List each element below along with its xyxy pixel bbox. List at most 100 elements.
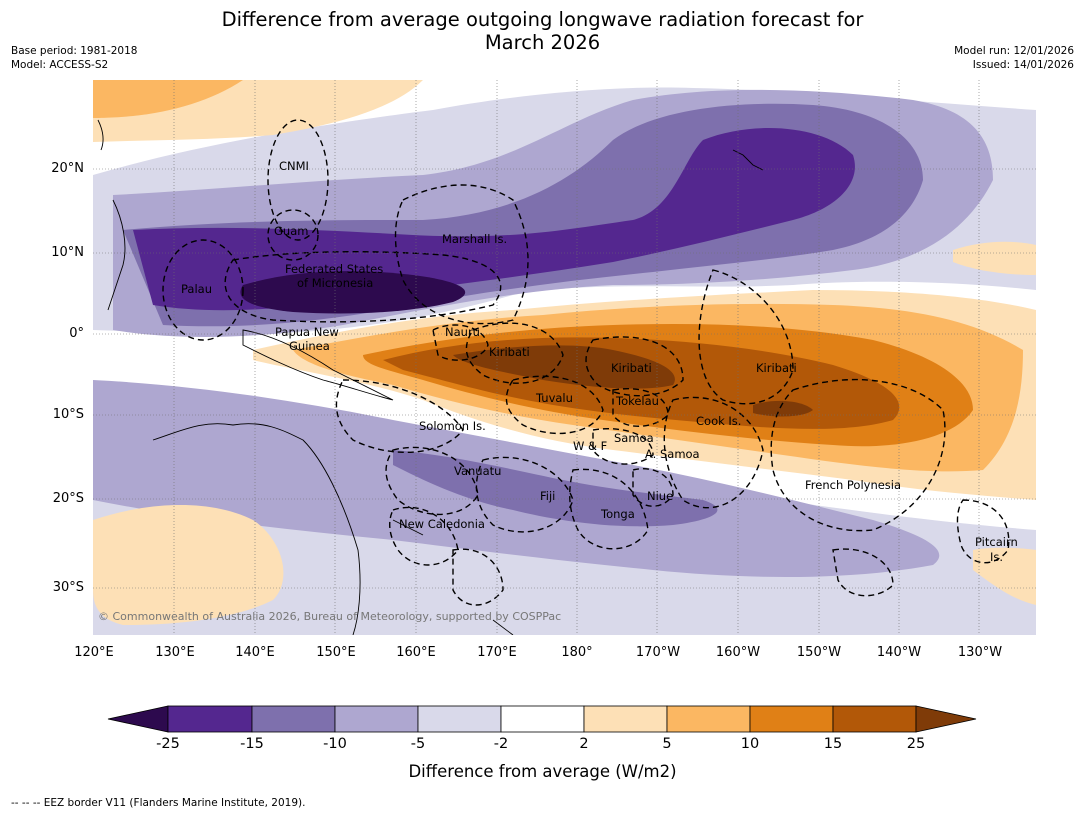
model-run: Model run: 12/01/2026 <box>954 45 1074 57</box>
landmass-outlines <box>97 119 764 635</box>
cb-neg10-neg5 <box>334 705 419 733</box>
issued-date: Issued: 14/01/2026 <box>972 59 1074 71</box>
cb-tick-25: 25 <box>906 736 926 752</box>
philippines-coast <box>107 199 126 311</box>
label-kiribati-west: Kiribati <box>489 345 530 359</box>
map-title: Difference from average outgoing longwav… <box>0 8 1085 54</box>
label-pitcairn-1: Pitcairn <box>975 535 1018 549</box>
label-pitcairn-2: Is. <box>990 550 1003 564</box>
cb-neg25-neg15 <box>167 705 253 733</box>
label-fsm-2: of Micronesia <box>297 276 373 290</box>
lon-label-160w: 160°W <box>715 645 761 660</box>
label-new-caledonia: New Caledonia <box>399 517 485 531</box>
lon-label-150w: 150°W <box>796 645 842 660</box>
cb-2-5 <box>583 705 668 733</box>
contour-neg15-south <box>393 450 718 527</box>
base-period: Base period: 1981-2018 <box>11 45 138 57</box>
label-tokelau: Tokelau <box>615 394 659 408</box>
eez-footnote: -- -- -- EEZ border V11 (Flanders Marine… <box>11 797 306 809</box>
eez-kiribati-east <box>698 269 794 405</box>
taiwan-coast <box>97 119 104 151</box>
eez-guam <box>267 209 319 261</box>
lat-label-20n: 20°N <box>51 161 84 176</box>
label-french-polynesia: French Polynesia <box>805 478 901 492</box>
eez-tuvalu <box>505 375 604 435</box>
label-tuvalu: Tuvalu <box>535 391 573 405</box>
lon-label-160e: 160°E <box>396 645 436 660</box>
cb-tick-neg25: -25 <box>156 736 180 752</box>
eez-vanuatu <box>385 446 479 516</box>
eez-nz-north <box>452 548 504 606</box>
colorbar <box>107 705 977 733</box>
eez-new-caledonia <box>389 506 459 566</box>
label-png-1: Papua New <box>275 325 339 339</box>
eez-samoa <box>592 428 654 465</box>
cb-tick-neg5: -5 <box>410 736 426 752</box>
lon-label-170e: 170°E <box>477 645 517 660</box>
cb-tick-10: 10 <box>740 736 760 752</box>
contour-p2-sw <box>93 505 284 625</box>
lon-label-130w: 130°W <box>957 645 1003 660</box>
contour-gt25 <box>453 345 675 389</box>
cb-neg15-neg10 <box>251 705 336 733</box>
contour-lt-neg25 <box>240 271 466 314</box>
colorbar-label: Difference from average (W/m2) <box>408 762 677 781</box>
eez-borders <box>162 119 1010 606</box>
lon-label-140e: 140°E <box>235 645 275 660</box>
label-kiribati-central: Kiribati <box>611 361 652 375</box>
cb-tick-neg2: -2 <box>493 736 509 752</box>
lon-label-140w: 140°W <box>876 645 922 660</box>
label-tonga: Tonga <box>600 507 635 521</box>
australia-coast <box>152 423 361 635</box>
eez-french-polynesia <box>770 378 946 532</box>
new-caledonia-coast <box>392 519 424 536</box>
label-palau: Palau <box>181 282 212 296</box>
label-png-2: Guinea <box>289 339 330 353</box>
eez-nauru <box>432 324 489 361</box>
eez-cook <box>663 396 764 509</box>
lon-label-130e: 130°E <box>155 645 195 660</box>
label-vanuatu: Vanuatu <box>454 464 501 478</box>
label-solomon: Solomon Is. <box>419 419 486 433</box>
cb-gt25 <box>915 705 977 733</box>
png-coast <box>242 329 394 401</box>
title-line-2: March 2026 <box>484 31 601 54</box>
eez-pitcairn <box>956 499 1010 564</box>
lon-label-150e: 150°E <box>316 645 356 660</box>
cb-lt-neg25 <box>107 705 169 733</box>
contour-p2-east <box>953 241 1036 275</box>
gridlines <box>93 80 1036 635</box>
lat-label-20s: 20°S <box>52 491 84 506</box>
eez-tonga <box>569 468 649 550</box>
cb-15-25 <box>832 705 917 733</box>
eez-marshall <box>394 184 529 325</box>
lon-label-170w: 170°W <box>635 645 681 660</box>
lon-label-120e: 120°E <box>74 645 114 660</box>
meta-right: Model run: 12/01/2026 Issued: 14/01/2026 <box>954 44 1074 72</box>
eez-kiribati-west <box>465 322 564 384</box>
label-cnmi: CNMI <box>279 159 309 173</box>
label-fiji: Fiji <box>540 489 555 503</box>
label-fsm-1: Federated States <box>285 262 383 276</box>
lat-label-10n: 10°N <box>51 245 84 260</box>
label-guam: Guam <box>274 224 308 238</box>
cb-tick-5: 5 <box>662 736 672 752</box>
lat-label-10s: 10°S <box>52 407 84 422</box>
label-wf: W & F <box>573 439 607 453</box>
eez-kiribati-central <box>585 336 684 397</box>
nz-north-coast <box>492 619 514 635</box>
cb-neg5-neg2 <box>417 705 502 733</box>
contour-p5-nw <box>93 80 243 118</box>
label-cook: Cook Is. <box>696 414 741 428</box>
lat-label-30s: 30°S <box>52 580 84 595</box>
contour-neg25 <box>133 128 855 311</box>
lon-label-180: 180° <box>561 645 593 660</box>
label-samoa: Samoa <box>614 431 654 445</box>
label-nauru: Nauru <box>445 325 480 339</box>
eez-fsm <box>224 251 502 323</box>
model-name: Model: ACCESS-S2 <box>11 59 109 71</box>
eez-niue <box>632 468 674 507</box>
cb-neg2-2 <box>500 705 585 733</box>
contour-gt25-east <box>753 400 813 417</box>
lat-label-0: 0° <box>69 326 84 341</box>
